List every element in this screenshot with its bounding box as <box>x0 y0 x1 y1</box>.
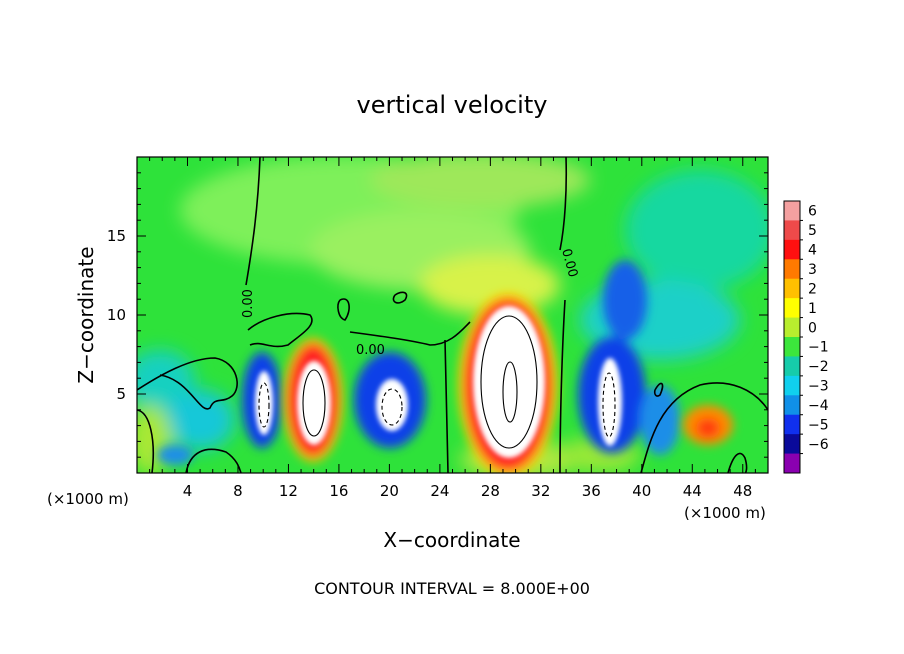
colorbar-swatch <box>784 375 800 396</box>
contour-line <box>640 382 768 473</box>
colorbar-label: 2 <box>808 281 817 297</box>
contour-line <box>302 369 326 437</box>
contour-label: 0.00 <box>241 289 256 318</box>
x-tick-label: 16 <box>329 482 348 500</box>
colorbar-label: 6 <box>808 204 817 220</box>
colorbar-swatch <box>784 298 800 319</box>
colorbar-swatch <box>784 453 800 474</box>
colorbar-swatch <box>784 356 800 377</box>
updraft-core <box>473 306 545 458</box>
colorbar-swatch <box>784 395 800 416</box>
field-patch <box>370 157 590 208</box>
warm-spot <box>696 418 720 438</box>
colorbar-label: −3 <box>808 379 829 395</box>
x-tick-label: 40 <box>632 482 651 500</box>
x-tick-label: 48 <box>733 482 752 500</box>
contour-line <box>258 382 270 428</box>
contour-line <box>480 315 538 449</box>
x-tick-label: 20 <box>380 482 399 500</box>
colorbar-label: −2 <box>808 359 829 375</box>
colorbar-swatch <box>784 337 800 357</box>
contour-line <box>602 372 616 438</box>
colorbar-label: −1 <box>808 340 829 356</box>
y-tick-label: 10 <box>107 306 126 324</box>
field-patch <box>137 350 195 410</box>
y-axis-title: Z−coordinate <box>74 246 98 383</box>
x-axis-title: X−coordinate <box>383 528 520 552</box>
contour-line <box>337 298 350 321</box>
colorbar-swatch <box>784 434 800 455</box>
colorbar-swatch <box>784 278 800 299</box>
colorbar-label: −5 <box>808 417 829 433</box>
colorbar-label: 0 <box>808 320 817 336</box>
contour-interval-note: CONTOUR INTERVAL = 8.000E+00 <box>314 579 590 598</box>
colorbar-swatch <box>784 414 800 435</box>
x-tick-label: 36 <box>582 482 601 500</box>
downdraft-core <box>598 358 622 446</box>
colorbar-label: 4 <box>808 243 817 259</box>
contour-line <box>137 409 155 473</box>
x-unit-left: (×1000 m) <box>47 490 129 508</box>
contour-label: 0.00 <box>356 343 385 358</box>
updraft-core <box>297 361 331 445</box>
x-axis: 4 8 12 16 20 24 28 32 36 40 44 48 <box>149 157 756 500</box>
x-tick-label: 4 <box>183 482 193 500</box>
contour-line <box>349 321 471 346</box>
downdraft-halo <box>603 260 647 340</box>
contour-line <box>185 448 242 473</box>
downdraft-core <box>376 379 408 431</box>
colorbar-label: 5 <box>808 223 817 239</box>
colorbar-swatch <box>784 201 800 221</box>
chart-title: vertical velocity <box>357 91 548 119</box>
contour-line <box>653 382 664 397</box>
contour-line <box>559 157 568 251</box>
contour-line <box>502 361 518 423</box>
colorbar-swatch <box>784 317 800 338</box>
contour-line <box>392 291 408 304</box>
heatmap-field <box>137 157 768 473</box>
contour-line <box>137 357 238 410</box>
field-patch <box>165 390 235 450</box>
contour-line <box>444 339 449 473</box>
x-tick-label: 24 <box>430 482 449 500</box>
field-patch <box>137 405 172 473</box>
x-tick-label: 12 <box>279 482 298 500</box>
downdraft-halo <box>157 445 193 465</box>
colorbar-swatch <box>784 220 800 241</box>
contour-line <box>247 312 313 348</box>
contour-line <box>559 299 566 473</box>
x-unit-right: (×1000 m) <box>684 504 766 522</box>
x-tick-label: 32 <box>531 482 550 500</box>
colorbar-label: 3 <box>808 262 817 278</box>
contour-line <box>245 157 261 286</box>
colorbar-swatch <box>784 259 800 280</box>
y-axis: 5 10 15 <box>107 172 768 458</box>
y-tick-label: 5 <box>116 385 126 403</box>
colorbar-label: 1 <box>808 301 817 317</box>
x-tick-label: 28 <box>481 482 500 500</box>
colorbar-label: −6 <box>808 437 829 453</box>
contour-line <box>381 388 403 426</box>
colorbar-label: −4 <box>808 398 829 414</box>
field-patch <box>625 170 768 290</box>
y-tick-label: 15 <box>107 227 126 245</box>
contour-label: 0.00 <box>558 247 580 279</box>
x-tick-label: 8 <box>233 482 243 500</box>
colorbar: 6 5 4 3 2 1 0 −1 −2 −3 −4 −5 −6 <box>783 200 829 474</box>
downdraft-core <box>255 371 273 435</box>
colorbar-swatch <box>784 239 800 260</box>
x-tick-label: 44 <box>683 482 702 500</box>
contour-line <box>727 452 748 473</box>
